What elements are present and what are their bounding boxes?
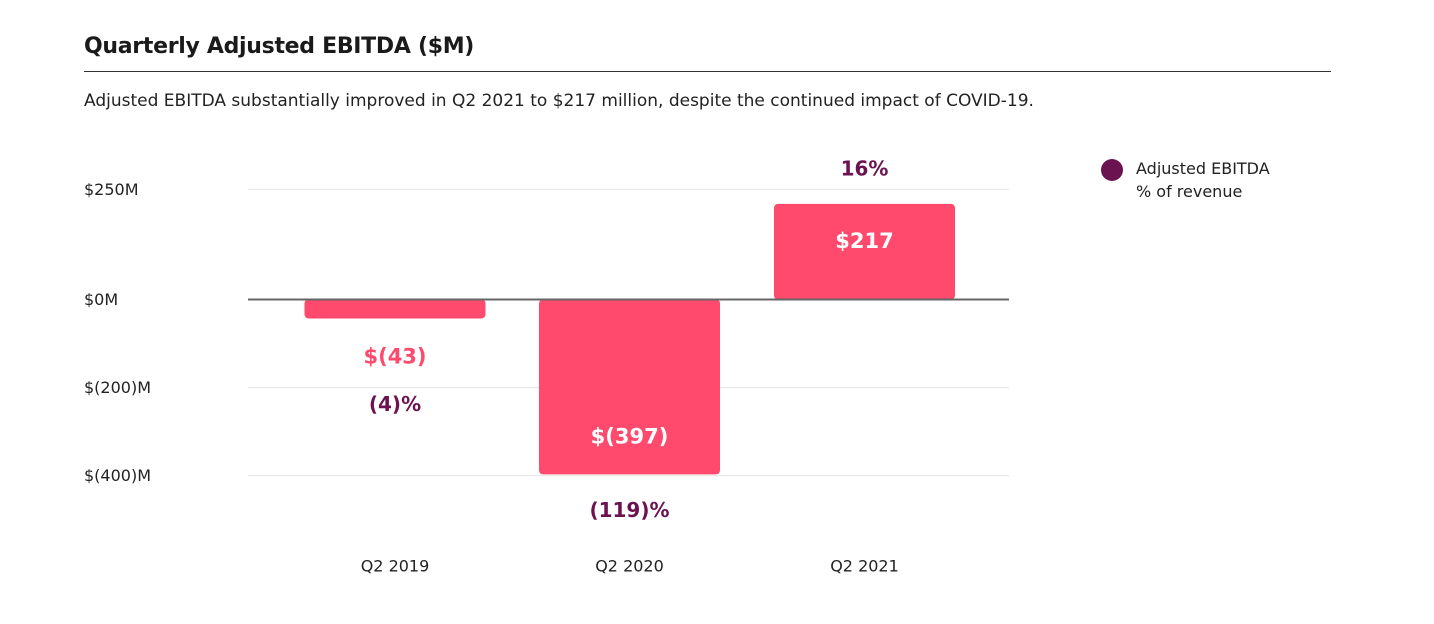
- chart-subtitle: Adjusted EBITDA substantially improved i…: [84, 91, 1034, 111]
- bar-value-label: $(397): [591, 424, 669, 448]
- legend-label-line-1: Adjusted EBITDA: [1136, 159, 1270, 178]
- legend-marker-dot: [1101, 159, 1123, 181]
- x-tick-label: Q2 2020: [595, 557, 664, 576]
- y-tick-label: $(200)M: [84, 378, 151, 397]
- y-tick-label: $(400)M: [84, 466, 151, 485]
- y-tick-label: $250M: [84, 180, 139, 199]
- y-tick-label: $0M: [84, 290, 118, 309]
- bar-value-label: $(43): [363, 344, 426, 368]
- bar-value-label: $217: [835, 229, 893, 253]
- bar: [539, 299, 720, 475]
- percent-of-revenue-label: 16%: [841, 156, 889, 180]
- legend-label: Adjusted EBITDA % of revenue: [1136, 157, 1270, 203]
- percent-of-revenue-label: (4)%: [369, 392, 421, 416]
- percent-of-revenue-label: (119)%: [589, 498, 669, 522]
- chart-title: Quarterly Adjusted EBITDA ($M): [84, 34, 475, 59]
- title-divider: [84, 71, 1331, 72]
- legend-label-line-2: % of revenue: [1136, 182, 1243, 201]
- bar: [304, 299, 486, 319]
- x-tick-label: Q2 2021: [830, 557, 899, 576]
- bar: [774, 203, 955, 300]
- x-tick-label: Q2 2019: [361, 557, 430, 576]
